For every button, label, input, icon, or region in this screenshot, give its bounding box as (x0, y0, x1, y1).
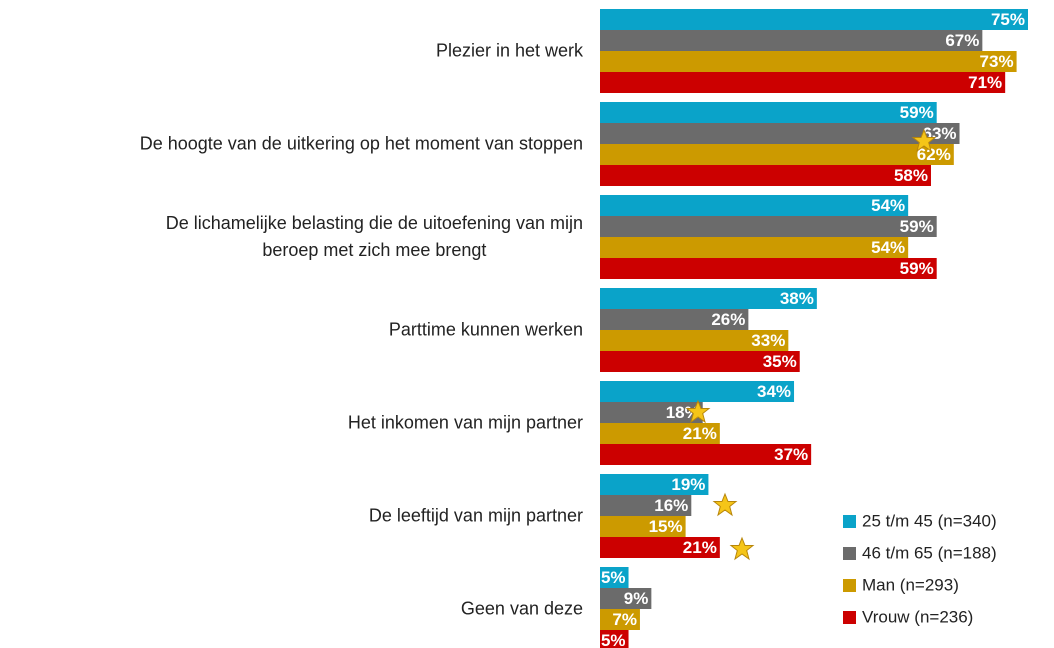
bar (600, 30, 983, 51)
bar (600, 123, 960, 144)
value-label: 26% (711, 310, 745, 329)
legend-swatch (843, 611, 856, 624)
bar (600, 330, 789, 351)
bar (600, 102, 937, 123)
significance-star (730, 537, 754, 560)
category-label: De lichamelijke belasting die de uitoefe… (165, 213, 583, 260)
category-label: De leeftijd van mijn partner (368, 505, 583, 526)
legend-label: 46 t/m 65 (n=188) (862, 543, 997, 562)
bar (600, 144, 954, 165)
value-label: 37% (774, 445, 808, 464)
bar (600, 402, 703, 423)
value-label: 67% (945, 31, 979, 50)
legend-swatch (843, 579, 856, 592)
bar (600, 609, 640, 630)
bar (600, 237, 909, 258)
value-label: 62% (917, 145, 951, 164)
value-label: 54% (871, 238, 905, 257)
value-label: 58% (894, 166, 928, 185)
value-label: 33% (751, 331, 785, 350)
bar (600, 495, 692, 516)
value-label: 21% (683, 424, 717, 443)
bar (600, 381, 795, 402)
bar (600, 423, 720, 444)
bar (600, 588, 652, 609)
bar (600, 165, 931, 186)
bar (600, 195, 909, 216)
legend-label: Man (n=293) (862, 575, 959, 594)
value-label: 35% (763, 352, 797, 371)
value-label: 54% (871, 196, 905, 215)
value-label: 59% (900, 103, 934, 122)
value-label: 59% (900, 259, 934, 278)
bar (600, 9, 1028, 30)
value-label: 7% (612, 610, 637, 629)
bar (600, 537, 720, 558)
value-label: 38% (780, 289, 814, 308)
legend-swatch (843, 515, 856, 528)
category-label: Het inkomen van mijn partner (347, 412, 583, 433)
significance-star (713, 493, 737, 516)
value-label: 18% (666, 403, 700, 422)
value-label: 5% (601, 631, 626, 648)
bar (600, 258, 937, 279)
bar (600, 351, 800, 372)
value-label: 21% (683, 538, 717, 557)
bar (600, 444, 812, 465)
value-label: 5% (601, 568, 626, 587)
bar (600, 216, 937, 237)
value-label: 19% (671, 475, 705, 494)
category-label: De hoogte van de uitkering op het moment… (139, 133, 583, 154)
value-label: 34% (757, 382, 791, 401)
bar (600, 630, 629, 648)
category-label: Parttime kunnen werken (388, 319, 583, 340)
bar (600, 474, 709, 495)
value-label: 9% (624, 589, 649, 608)
legend-label: Vrouw (n=236) (862, 607, 973, 626)
value-label: 75% (991, 10, 1025, 29)
value-label: 71% (968, 73, 1002, 92)
value-label: 16% (654, 496, 688, 515)
bar (600, 72, 1006, 93)
bar (600, 51, 1017, 72)
value-label: 73% (980, 52, 1014, 71)
bar (600, 309, 749, 330)
category-label: Plezier in het werk (435, 40, 583, 61)
value-label: 59% (900, 217, 934, 236)
bar (600, 567, 629, 588)
bar (600, 516, 686, 537)
legend-swatch (843, 547, 856, 560)
legend-label: 25 t/m 45 (n=340) (862, 511, 997, 530)
bar (600, 288, 817, 309)
value-label: 15% (649, 517, 683, 536)
category-label: Geen van deze (460, 598, 583, 619)
